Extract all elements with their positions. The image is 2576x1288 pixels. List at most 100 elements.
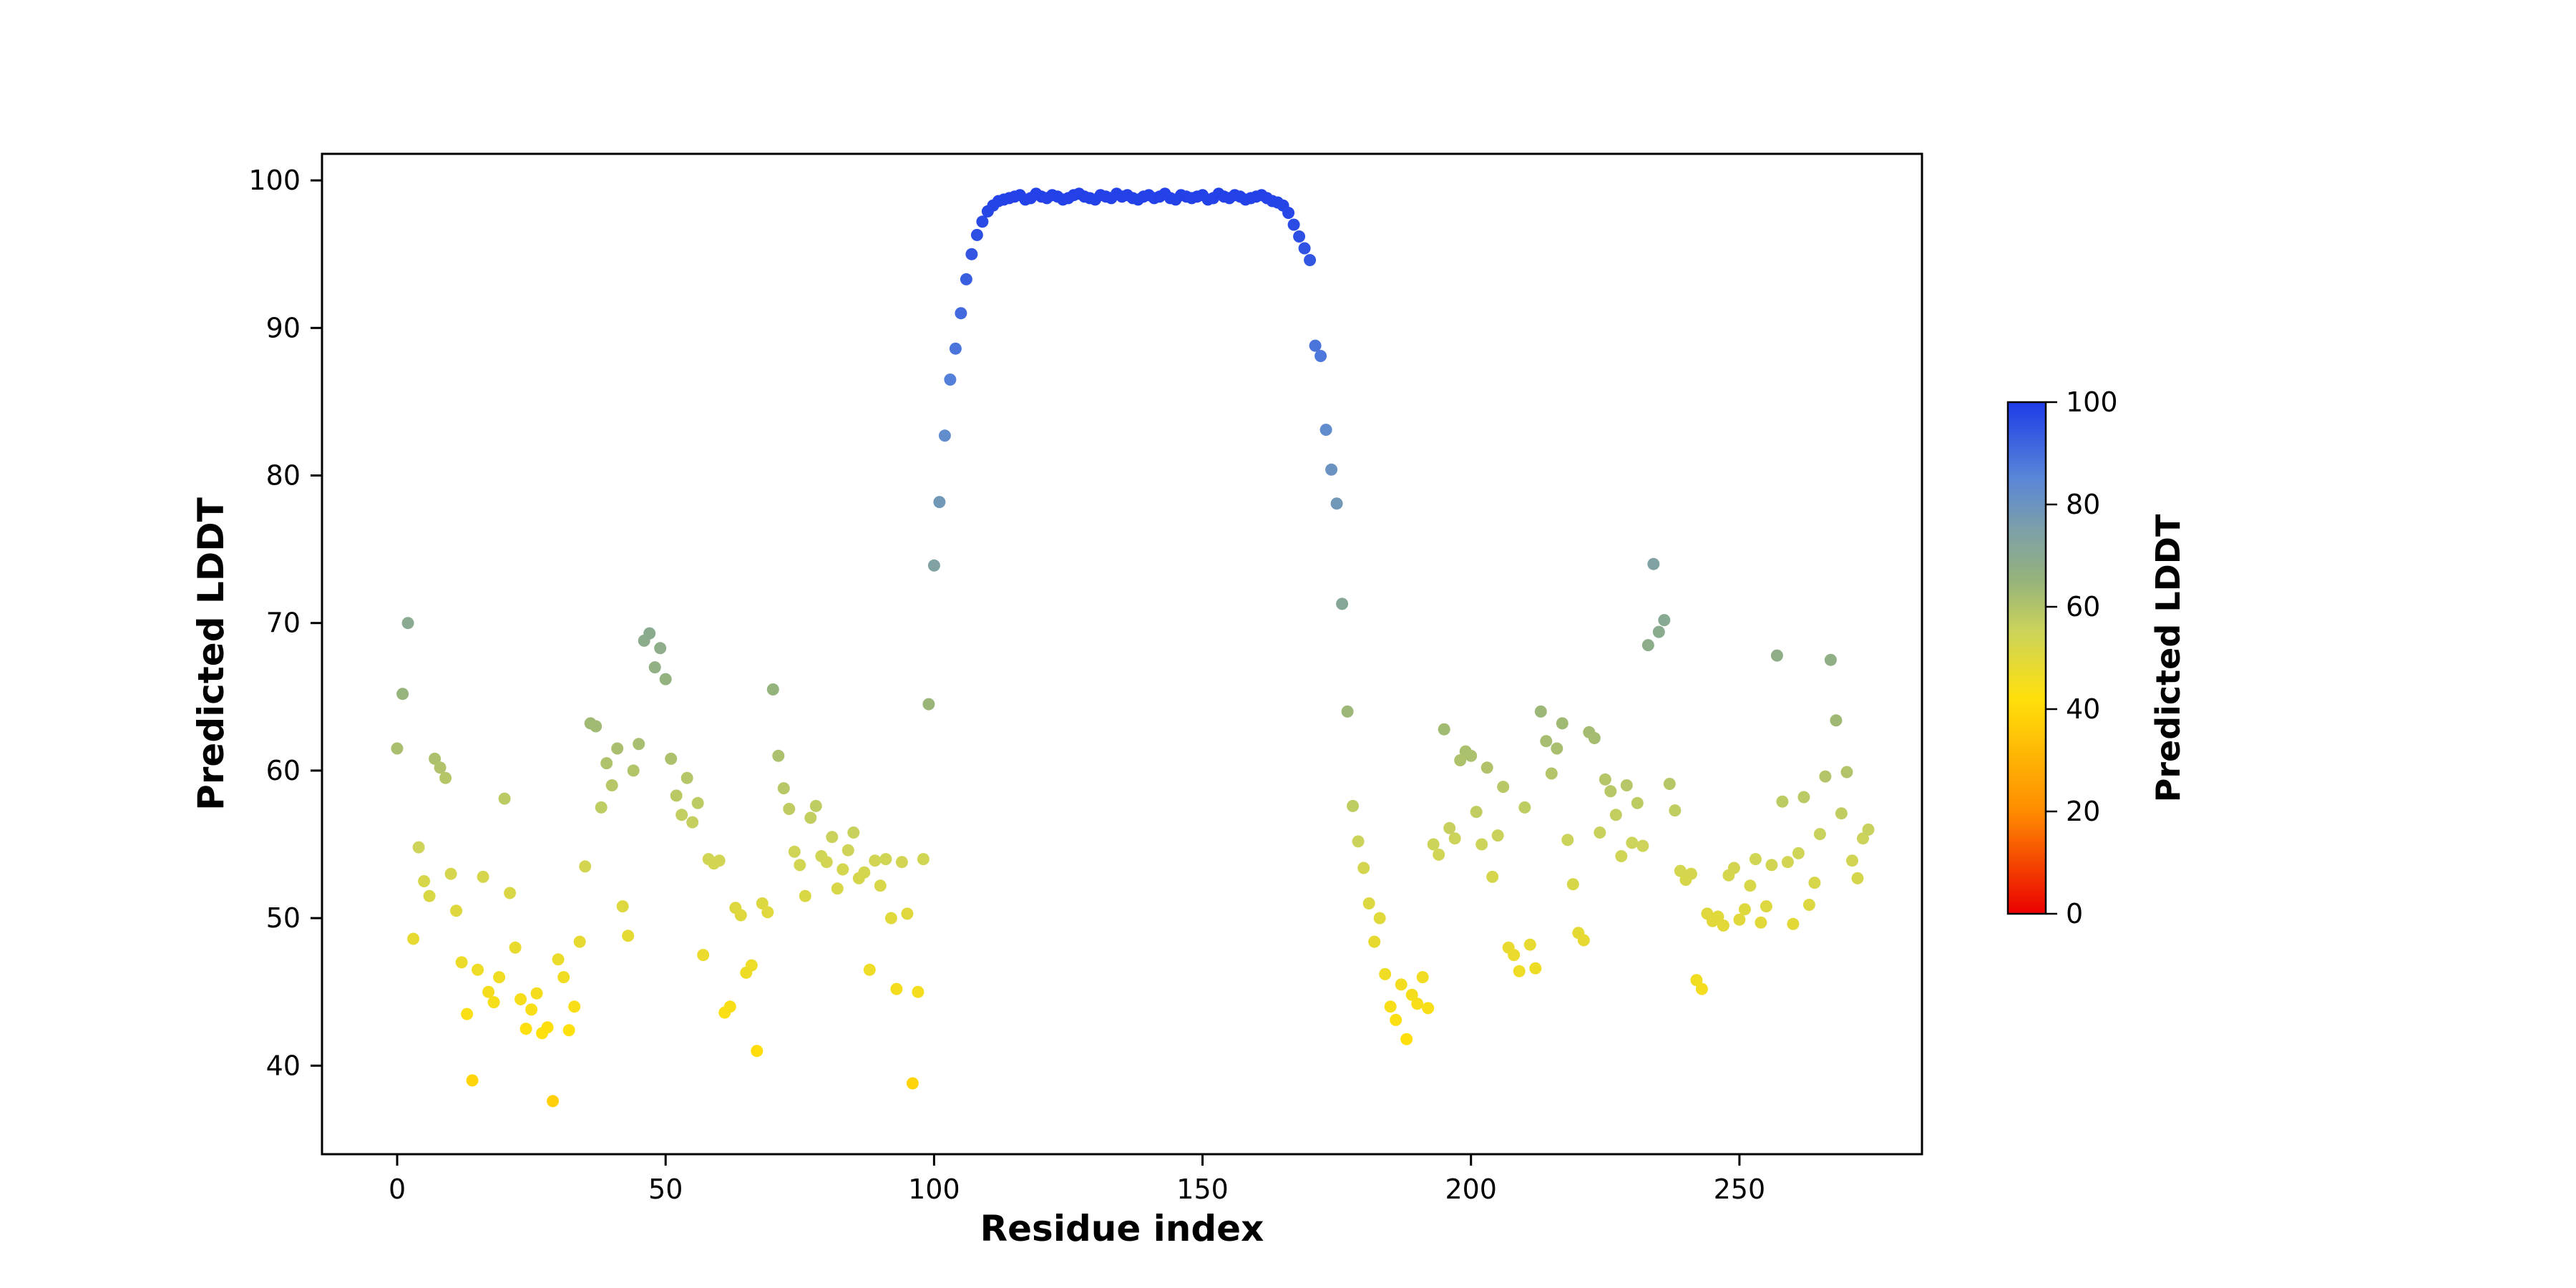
data-point xyxy=(1636,839,1649,852)
colorbar-tick-label: 100 xyxy=(2066,386,2118,418)
data-point xyxy=(1749,853,1762,866)
data-point xyxy=(1352,835,1365,848)
data-point xyxy=(568,1000,581,1013)
x-tick-label: 200 xyxy=(1445,1174,1497,1205)
data-point xyxy=(1566,878,1579,891)
data-point xyxy=(1615,850,1628,862)
data-point xyxy=(1787,917,1800,930)
data-point xyxy=(1631,796,1644,809)
data-point xyxy=(799,889,811,902)
data-point xyxy=(1336,597,1349,610)
y-axis-label: Predicted LDDT xyxy=(190,497,232,811)
data-point xyxy=(1604,785,1617,798)
data-point xyxy=(1819,770,1832,783)
data-point xyxy=(912,985,924,998)
data-point xyxy=(1486,870,1499,883)
data-point xyxy=(504,887,517,899)
data-point xyxy=(1443,821,1456,834)
colorbar-tick-label: 60 xyxy=(2066,591,2100,623)
data-point xyxy=(590,720,602,733)
data-point xyxy=(1491,829,1504,842)
data-point xyxy=(1540,735,1553,748)
data-point xyxy=(1448,832,1461,845)
data-point xyxy=(627,764,640,777)
data-point xyxy=(423,889,436,902)
data-point xyxy=(761,906,774,919)
data-point xyxy=(573,935,586,948)
data-point xyxy=(654,642,667,655)
data-point xyxy=(970,228,983,241)
data-point xyxy=(836,863,849,876)
data-point xyxy=(1422,1002,1435,1015)
data-point xyxy=(960,273,972,286)
data-point xyxy=(514,993,527,1005)
data-point xyxy=(1309,339,1322,352)
data-point xyxy=(858,866,871,879)
data-point xyxy=(734,909,747,922)
data-point xyxy=(1373,912,1386,924)
data-point xyxy=(1738,903,1751,916)
data-point xyxy=(1470,806,1483,819)
data-point xyxy=(965,248,978,260)
data-point xyxy=(1674,864,1687,877)
colorbar-tick-label: 0 xyxy=(2066,898,2083,930)
data-point xyxy=(745,959,758,972)
data-point xyxy=(1851,872,1864,884)
data-point xyxy=(1523,938,1536,951)
data-point xyxy=(455,956,468,969)
data-point xyxy=(890,982,903,995)
data-point xyxy=(1765,859,1778,872)
data-point xyxy=(407,932,420,945)
x-tick-label: 100 xyxy=(908,1174,960,1205)
data-point xyxy=(670,789,683,802)
data-point xyxy=(906,1077,919,1090)
data-point xyxy=(1599,773,1611,786)
data-point xyxy=(1684,867,1697,880)
data-point xyxy=(1314,350,1327,362)
data-point xyxy=(1609,809,1622,821)
data-point xyxy=(1669,804,1682,817)
data-point xyxy=(482,985,495,998)
data-point xyxy=(493,971,506,984)
data-point xyxy=(1835,807,1848,820)
data-point xyxy=(1862,823,1875,836)
data-point xyxy=(1416,971,1429,984)
data-point xyxy=(847,826,860,839)
data-point xyxy=(600,757,613,770)
data-point xyxy=(1824,653,1837,666)
data-point xyxy=(1304,254,1317,266)
data-point xyxy=(1330,497,1343,510)
data-point xyxy=(1658,614,1671,627)
data-point xyxy=(1588,732,1601,744)
data-point xyxy=(901,907,914,920)
data-point xyxy=(547,1095,560,1108)
data-point xyxy=(1545,767,1558,780)
data-point xyxy=(691,796,704,809)
data-point xyxy=(1690,974,1703,987)
data-point xyxy=(1797,791,1810,804)
data-point xyxy=(396,688,409,701)
data-point xyxy=(686,816,699,829)
data-point xyxy=(879,853,892,866)
data-point xyxy=(643,627,656,640)
data-point xyxy=(1475,838,1488,851)
data-point xyxy=(1325,463,1338,476)
data-point xyxy=(917,853,930,866)
data-point xyxy=(562,1024,575,1037)
colorbar-tick-label: 80 xyxy=(2066,489,2100,520)
data-point xyxy=(1577,934,1590,947)
data-point xyxy=(1744,879,1757,892)
data-point xyxy=(1534,705,1547,718)
data-point xyxy=(519,1023,532,1035)
data-point xyxy=(633,738,645,751)
data-point xyxy=(820,856,833,869)
data-point xyxy=(938,429,951,442)
data-point xyxy=(1438,723,1450,736)
data-point xyxy=(1647,557,1660,570)
data-point xyxy=(680,771,693,784)
data-point xyxy=(1663,778,1676,790)
data-point xyxy=(1620,779,1633,791)
data-point xyxy=(756,897,769,909)
data-point xyxy=(788,845,801,858)
